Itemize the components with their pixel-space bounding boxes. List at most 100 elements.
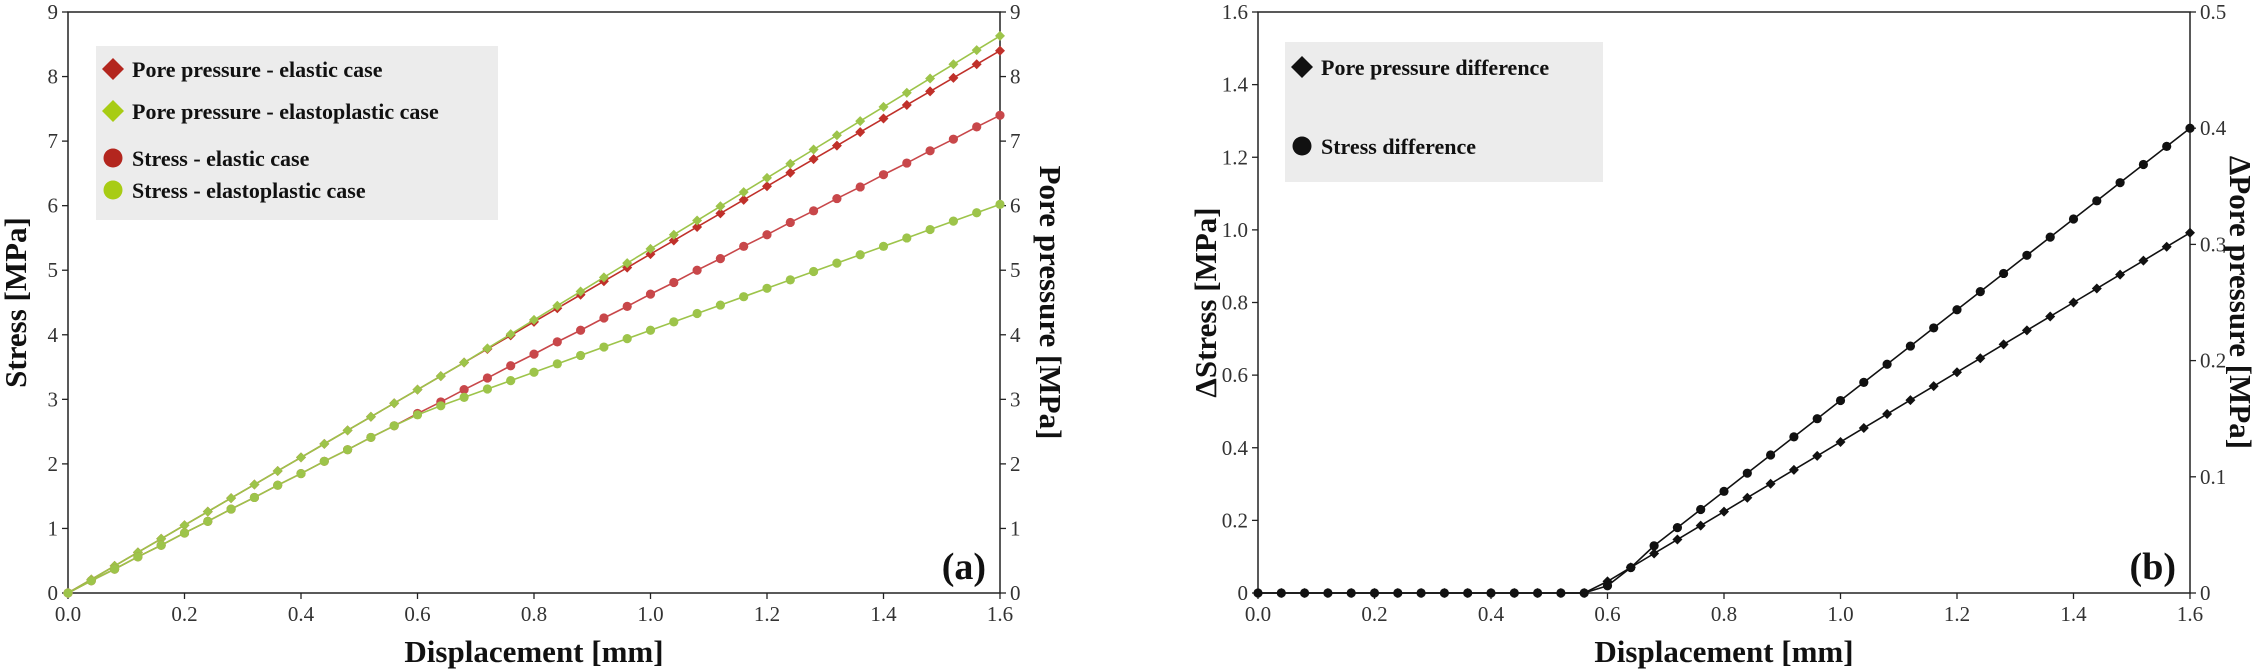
data-point (529, 314, 539, 325)
data-point (1928, 381, 1939, 392)
data-point (249, 492, 259, 503)
data-point (1765, 478, 1776, 489)
data-point (832, 258, 842, 268)
y2-tick-label: 0.4 (2200, 116, 2227, 140)
data-point (855, 250, 865, 260)
data-point (622, 258, 633, 269)
data-point (2045, 232, 2055, 242)
data-point (365, 411, 376, 422)
x-tick-label: 1.2 (754, 602, 780, 626)
data-point (552, 300, 563, 311)
data-point (2068, 214, 2079, 224)
data-point (1649, 548, 1660, 559)
y-tick-label: 1.0 (1222, 218, 1248, 242)
data-point (645, 325, 656, 335)
x-tick-label: 0.2 (1361, 602, 1387, 626)
legend-diamond-icon (102, 58, 124, 80)
data-point (948, 72, 959, 83)
data-point (272, 465, 283, 476)
data-point (156, 533, 167, 544)
data-point (2021, 325, 2032, 336)
data-point (995, 199, 1005, 209)
data-point (249, 479, 260, 490)
y-axis-label: Stress [MPa] (0, 217, 33, 388)
data-point (2022, 250, 2032, 260)
data-point (995, 110, 1005, 120)
data-point (1905, 395, 1916, 406)
data-point (972, 208, 982, 218)
y-tick-label: 5 (48, 258, 59, 282)
data-point (785, 275, 795, 285)
data-point (878, 113, 889, 124)
data-point (808, 154, 819, 165)
data-point (762, 181, 772, 192)
data-point (855, 182, 865, 192)
data-point (692, 265, 702, 275)
data-point (1859, 377, 1869, 387)
x-tick-label: 1.4 (2060, 602, 2087, 626)
y2-tick-label: 6 (1010, 194, 1021, 218)
data-point (1788, 464, 1799, 475)
data-point (598, 272, 609, 283)
data-point (273, 480, 283, 490)
data-point (110, 564, 120, 574)
data-point (668, 235, 679, 246)
x-tick-label: 0.0 (55, 602, 81, 626)
y-tick-label: 0.8 (1222, 291, 1248, 315)
legend-entry: Pore pressure difference (1321, 55, 1549, 80)
data-point (1393, 588, 1403, 598)
legend-box (1285, 42, 1603, 182)
y-tick-label: 1 (48, 516, 59, 540)
data-point (1858, 422, 1869, 433)
data-point (715, 208, 726, 219)
y2-tick-label: 8 (1010, 65, 1021, 89)
data-point (925, 146, 935, 156)
data-point (1952, 367, 1962, 378)
data-point (459, 357, 470, 368)
data-point (529, 367, 539, 377)
y2-tick-label: 4 (1010, 323, 1021, 347)
data-point (1369, 588, 1380, 598)
data-point (785, 158, 796, 169)
legend: Pore pressure difference Stress differenc… (1285, 42, 1603, 182)
data-point (831, 140, 842, 151)
data-point (389, 421, 399, 431)
data-point (179, 520, 190, 531)
data-point (971, 45, 982, 56)
legend-entry: Stress - elastic case (132, 146, 310, 171)
data-point (226, 504, 236, 514)
data-point (319, 456, 329, 466)
data-point (971, 59, 982, 70)
data-point (296, 468, 306, 479)
data-point (785, 167, 796, 178)
chart-panel-b: 0.0 0.2 0.4 0.6 0.8 1.0 1.2 1.4 1.600.20.40.60.8… (1188, 0, 2258, 669)
data-point (1439, 588, 1449, 598)
series-pore-pressure-difference (1253, 227, 2195, 598)
data-point (878, 101, 889, 112)
legend: Pore pressure - elastic case Pore pressur… (96, 46, 498, 220)
data-point (412, 384, 423, 395)
legend-circle-icon (103, 180, 123, 200)
data-point (738, 194, 749, 205)
data-point (668, 229, 679, 240)
data-point (948, 134, 959, 144)
y2-tick-label: 0.5 (2200, 0, 2226, 24)
y2-tick-label: 0 (1010, 581, 1021, 605)
data-point (2068, 297, 2079, 308)
y-tick-label: 0.6 (1222, 363, 1248, 387)
data-point (1416, 588, 1426, 598)
data-point (1602, 581, 1613, 591)
y2-tick-label: 0.1 (2200, 465, 2226, 489)
data-point (599, 313, 609, 323)
data-point (1719, 506, 1729, 517)
data-point (412, 410, 423, 420)
data-point (436, 401, 446, 411)
data-point (505, 329, 516, 340)
data-point (459, 385, 469, 395)
legend-entry: Pore pressure - elastic case (132, 57, 383, 82)
data-point (366, 432, 376, 443)
data-point (669, 277, 679, 288)
data-point (738, 187, 749, 198)
y-axis-label: ΔStress [MPa] (1188, 207, 1223, 397)
data-point (715, 300, 726, 310)
